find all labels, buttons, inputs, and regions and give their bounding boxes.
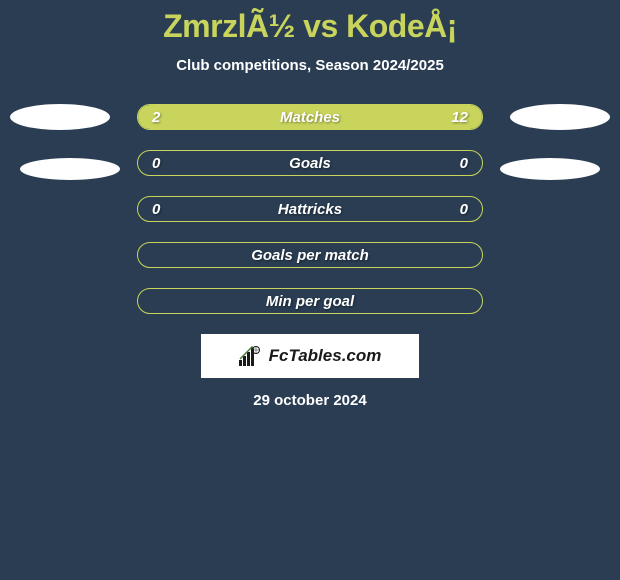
fctables-logo-icon xyxy=(239,346,265,366)
stat-label: Goals per match xyxy=(138,247,482,264)
stat-rows: 2 Matches 12 0 Goals 0 0 Hattricks 0 xyxy=(137,104,483,314)
stats-area: 2 Matches 12 0 Goals 0 0 Hattricks 0 xyxy=(0,104,620,314)
logo-text: FcTables.com xyxy=(269,346,382,366)
stat-value-right: 0 xyxy=(460,155,468,172)
main-container: ZmrzlÃ½ vs KodeÅ¡ Club competitions, Sea… xyxy=(0,0,620,409)
player-right-badge-1 xyxy=(510,104,610,130)
player-right-badge-2 xyxy=(500,158,600,180)
player-left-badge-1 xyxy=(10,104,110,130)
player-left-badge-2 xyxy=(20,158,120,180)
stat-label: Goals xyxy=(138,155,482,172)
page-title: ZmrzlÃ½ vs KodeÅ¡ xyxy=(0,8,620,45)
logo-content: FcTables.com xyxy=(239,346,382,366)
date-text: 29 october 2024 xyxy=(0,392,620,409)
stat-row-hattricks: 0 Hattricks 0 xyxy=(137,196,483,222)
stat-value-right: 0 xyxy=(460,201,468,218)
stat-row-matches: 2 Matches 12 xyxy=(137,104,483,130)
stat-label: Matches xyxy=(138,109,482,126)
stat-label: Min per goal xyxy=(138,293,482,310)
stat-row-goals-per-match: Goals per match xyxy=(137,242,483,268)
stat-value-right: 12 xyxy=(451,109,468,126)
stat-label: Hattricks xyxy=(138,201,482,218)
logo-box[interactable]: FcTables.com xyxy=(201,334,419,378)
page-subtitle: Club competitions, Season 2024/2025 xyxy=(0,57,620,74)
stat-row-goals: 0 Goals 0 xyxy=(137,150,483,176)
stat-row-min-per-goal: Min per goal xyxy=(137,288,483,314)
